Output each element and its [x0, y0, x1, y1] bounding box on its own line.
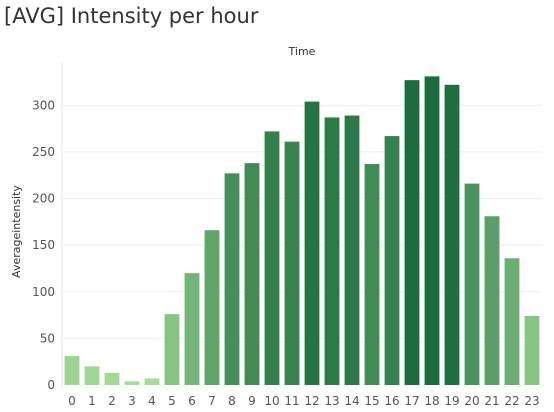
x-tick-label: 20: [464, 394, 479, 408]
bar-hour-21[interactable]: [484, 216, 500, 385]
bar-hour-13[interactable]: [324, 117, 340, 386]
x-tick-label: 19: [444, 394, 459, 408]
y-tick-label: 0: [47, 378, 55, 392]
bar-hour-11[interactable]: [284, 141, 300, 385]
y-tick-label: 50: [40, 331, 55, 345]
x-tick-label: 2: [108, 394, 116, 408]
x-tick-label: 13: [324, 394, 339, 408]
y-tick-label: 250: [32, 145, 55, 159]
x-tick-label: 15: [364, 394, 379, 408]
bar-hour-10[interactable]: [264, 131, 280, 385]
bar-hour-18[interactable]: [424, 76, 440, 385]
x-tick-label: 5: [168, 394, 176, 408]
bar-hour-2[interactable]: [104, 372, 120, 385]
bar-hour-0[interactable]: [64, 356, 80, 385]
x-axis-ticks: 0 1 2 3 4 5 6 7 8 9 10 11 12 13 14 15 16 17 18 19 20 21 22 23: [68, 394, 539, 408]
x-tick-label: 3: [128, 394, 136, 408]
bar-hour-23[interactable]: [524, 316, 540, 385]
y-tick-label: 200: [32, 192, 55, 206]
bar-hour-7[interactable]: [204, 230, 220, 385]
x-tick-label: 17: [404, 394, 419, 408]
y-axis-ticks: 0 50 100 150 200 250 300: [32, 98, 55, 392]
y-tick-label: 100: [32, 285, 55, 299]
x-tick-label: 21: [484, 394, 499, 408]
x-tick-label: 1: [88, 394, 96, 408]
y-axis-title: Averageintensity: [10, 185, 23, 278]
x-tick-label: 7: [208, 394, 216, 408]
bar-hour-5[interactable]: [164, 314, 180, 385]
bar-hour-9[interactable]: [244, 163, 260, 385]
bar-hour-15[interactable]: [364, 164, 380, 385]
bar-hour-3[interactable]: [124, 381, 140, 385]
bar-hour-22[interactable]: [504, 258, 520, 385]
bar-hour-20[interactable]: [464, 183, 480, 385]
gridlines: [61, 62, 542, 389]
y-tick-label: 300: [32, 98, 55, 112]
x-tick-label: 16: [384, 394, 399, 408]
bars-group: [64, 76, 540, 386]
x-tick-label: 12: [304, 394, 319, 408]
bar-hour-14[interactable]: [344, 115, 360, 385]
x-tick-label: 8: [228, 394, 236, 408]
x-tick-label: 10: [264, 394, 279, 408]
bar-hour-6[interactable]: [184, 273, 200, 385]
bar-hour-8[interactable]: [224, 173, 240, 385]
x-tick-label: 6: [188, 394, 196, 408]
bar-hour-16[interactable]: [384, 136, 400, 385]
x-tick-label: 0: [68, 394, 76, 408]
x-tick-label: 4: [148, 394, 156, 408]
bar-hour-19[interactable]: [444, 84, 460, 386]
x-tick-label: 14: [344, 394, 359, 408]
bar-hour-1[interactable]: [84, 366, 100, 385]
bar-hour-17[interactable]: [404, 80, 420, 385]
x-tick-label: 18: [424, 394, 439, 408]
chart-title: [AVG] Intensity per hour: [4, 4, 259, 28]
y-tick-label: 150: [32, 238, 55, 252]
x-tick-label: 23: [524, 394, 539, 408]
x-tick-label: 11: [284, 394, 299, 408]
bar-hour-4[interactable]: [144, 378, 160, 385]
bar-hour-12[interactable]: [304, 101, 320, 385]
x-tick-label: 9: [248, 394, 256, 408]
x-axis-title: Time: [288, 45, 316, 58]
x-tick-label: 22: [504, 394, 519, 408]
